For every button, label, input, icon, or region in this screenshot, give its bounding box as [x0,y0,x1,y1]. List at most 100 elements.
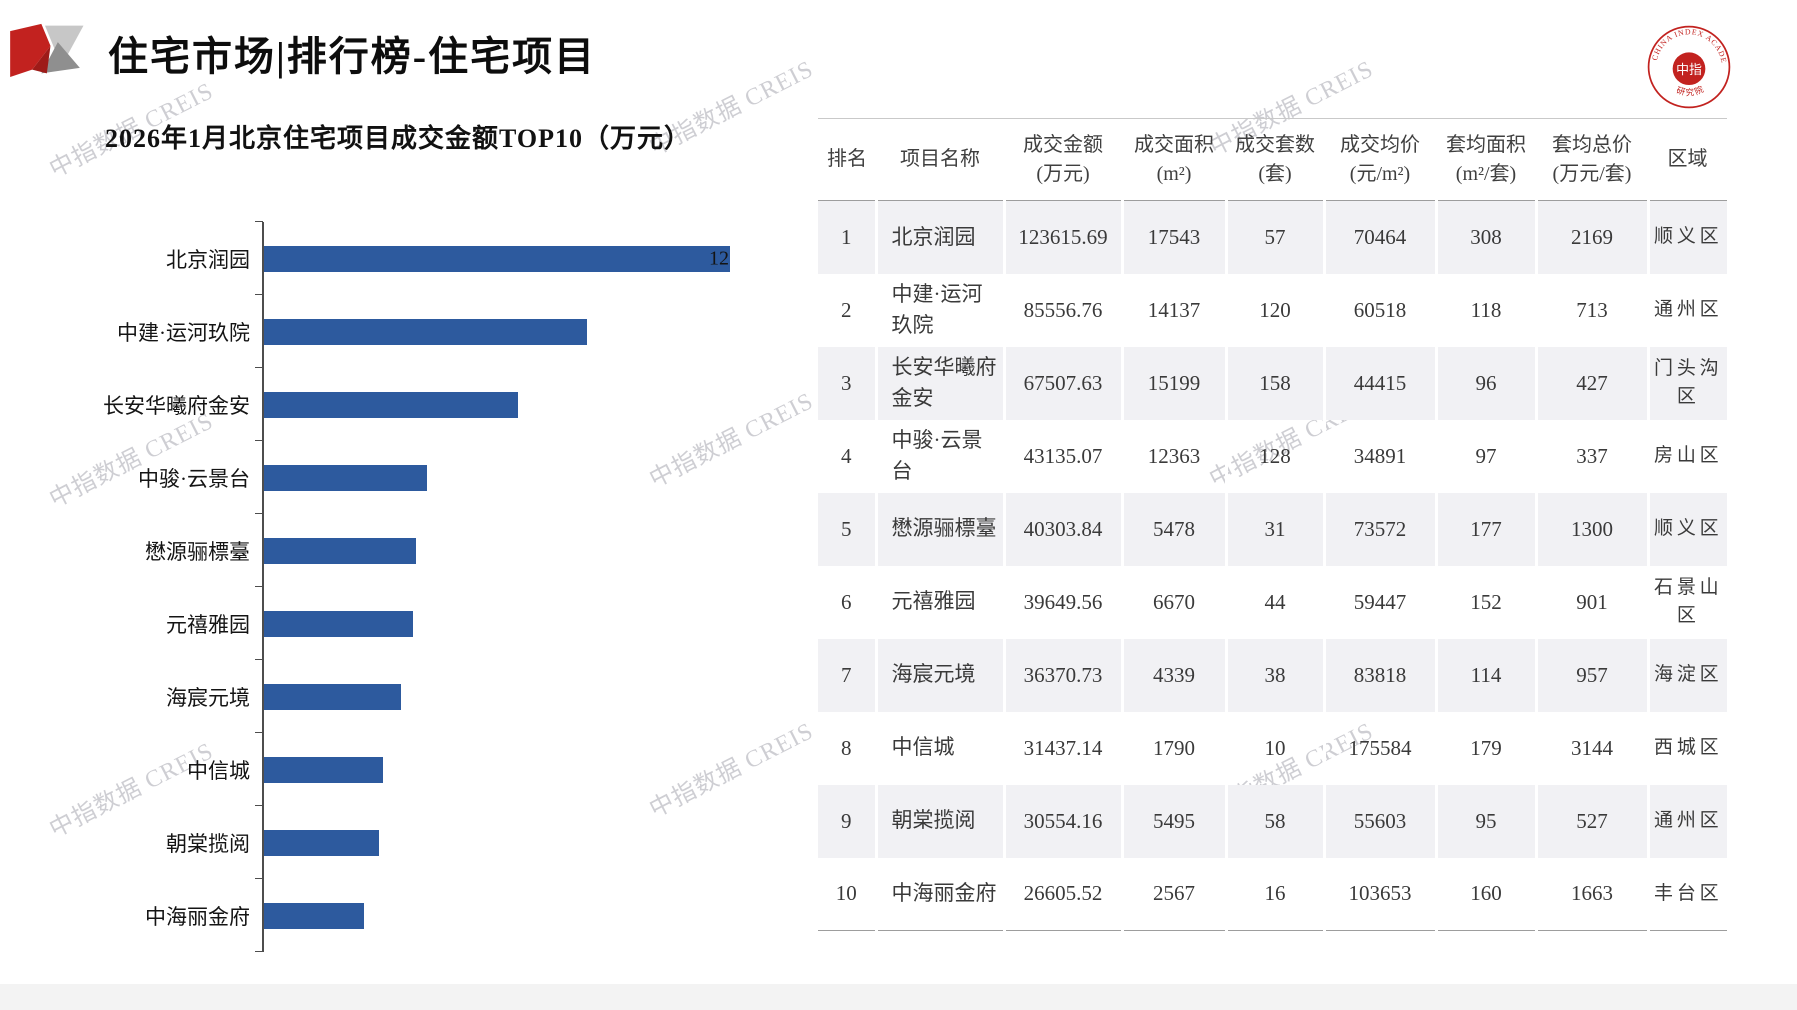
avg-area-cell: 118 [1436,273,1538,347]
avg-price-cell: 103653 [1324,857,1438,931]
rank-cell: 7 [818,638,878,712]
column-header: 成交金额 (万元) [1004,119,1122,201]
chart-row: 北京润园 12 [66,221,730,295]
column-header-label: 套均面积 [1446,133,1526,156]
units-cell: 38 [1226,638,1326,712]
column-header: 排名 [818,119,876,201]
project-name-cell: 朝棠揽阅 [876,784,1006,858]
chart-category-label: 中信城 [187,758,250,783]
avg-area-cell: 114 [1436,638,1538,712]
avg-area-cell: 96 [1436,346,1538,420]
seal-center-text: 中指 [1676,63,1702,77]
rank-cell: 3 [818,346,878,420]
footer-band [0,984,1797,1010]
project-name-cell: 懋源骊標臺 [876,492,1006,566]
area-cell: 14137 [1122,273,1228,347]
chart-bar-track [255,659,730,733]
avg-area-cell: 97 [1436,419,1538,493]
area-cell: 4339 [1122,638,1228,712]
amount-cell: 36370.73 [1004,638,1124,712]
table-row: 10 中海丽金府 26605.52 2567 16 103653 160 1663 丰台区 [818,857,1727,931]
chart-row: 中骏·云景台 [66,440,730,514]
area-cell: 2567 [1122,857,1228,931]
chart-bar: 12 [264,245,730,272]
chart-bar [264,391,519,418]
avg-total-cell: 2169 [1536,200,1650,274]
amount-cell: 26605.52 [1004,857,1124,931]
avg-price-cell: 175584 [1324,711,1438,785]
district-cell: 西城区 [1654,736,1723,758]
chart-category-label: 朝棠揽阅 [166,831,250,856]
column-header: 套均总价 (万元/套) [1536,119,1648,201]
units-cell: 44 [1226,565,1326,639]
chart-bar-track [255,878,730,952]
chart-category-label: 北京润园 [166,247,250,272]
column-header-label: 成交套数 [1235,133,1315,156]
table-header: 排名 项目名称 成交金额 (万元) 成交面积 (m²) 成交套数 (套) 成交均价 (元/m²) 套… [818,118,1727,201]
rank-cell: 2 [818,273,878,347]
district-cell: 丰台区 [1654,882,1723,904]
area-cell: 5478 [1122,492,1228,566]
units-cell: 10 [1226,711,1326,785]
table-row: 4 中骏·云景台 43135.07 12363 128 34891 97 337 房山区 [818,419,1727,493]
chart-row: 长安华曦府金安 [66,367,730,441]
amount-cell: 31437.14 [1004,711,1124,785]
avg-area-cell: 152 [1436,565,1538,639]
avg-total-cell: 1300 [1536,492,1650,566]
units-cell: 58 [1226,784,1326,858]
rank-cell: 8 [818,711,878,785]
amount-cell: 39649.56 [1004,565,1124,639]
units-cell: 128 [1226,419,1326,493]
chart-bar [264,829,380,856]
chart-bar [264,683,402,710]
area-cell: 5495 [1122,784,1228,858]
column-header-label: 成交均价 [1340,133,1420,156]
chart-row: 中信城 [66,732,730,806]
project-name-cell: 北京润园 [876,200,1006,274]
chart-bar-track [255,440,730,514]
column-header-label: 项目名称 [900,148,980,170]
column-header-unit: (m²) [1156,162,1192,185]
project-name-cell: 中海丽金府 [876,857,1006,931]
chart-row: 元禧雅园 [66,586,730,660]
area-cell: 1790 [1122,711,1228,785]
chart-row: 中海丽金府 [66,878,730,952]
area-cell: 17543 [1122,200,1228,274]
column-header-label: 成交金额 [1023,133,1103,156]
chart-bar-track [255,805,730,879]
avg-total-cell: 901 [1536,565,1650,639]
column-header-label: 排名 [827,148,867,170]
column-header-unit: (m²/套) [1455,162,1517,185]
avg-price-cell: 44415 [1324,346,1438,420]
rank-cell: 1 [818,200,878,274]
avg-price-cell: 55603 [1324,784,1438,858]
column-header-unit: (万元/套) [1552,162,1632,185]
amount-cell: 123615.69 [1004,200,1124,274]
rank-cell: 5 [818,492,878,566]
chart-category-label: 海宸元境 [166,685,250,710]
area-cell: 12363 [1122,419,1228,493]
avg-total-cell: 1663 [1536,857,1650,931]
project-name-cell: 长安华曦府金安 [876,346,1006,420]
avg-total-cell: 3144 [1536,711,1650,785]
amount-cell: 85556.76 [1004,273,1124,347]
rank-cell: 6 [818,565,878,639]
units-cell: 31 [1226,492,1326,566]
avg-price-cell: 60518 [1324,273,1438,347]
column-header-unit: (套) [1258,162,1292,185]
amount-cell: 43135.07 [1004,419,1124,493]
units-cell: 16 [1226,857,1326,931]
avg-price-cell: 34891 [1324,419,1438,493]
column-header: 成交面积 (m²) [1122,119,1226,201]
district-cell: 顺义区 [1648,492,1727,566]
project-name-cell: 中建·运河玖院 [876,273,1006,347]
page-title: 住宅市场|排行榜-住宅项目 [108,34,597,79]
column-header-unit: (万元) [1036,162,1090,185]
avg-price-cell: 59447 [1324,565,1438,639]
chart-bar [264,756,383,783]
project-name-cell: 海宸元境 [876,638,1006,712]
avg-total-cell: 957 [1536,638,1650,712]
column-header: 项目名称 [876,119,1004,201]
chart-bar-track [255,586,730,660]
avg-total-cell: 427 [1536,346,1650,420]
